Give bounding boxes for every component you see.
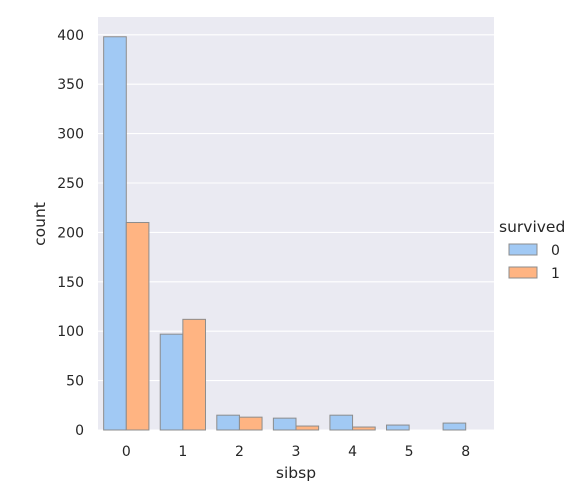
x-tick-label: 3 bbox=[292, 444, 301, 460]
bar-4-series-0 bbox=[330, 415, 353, 430]
x-tick-label: 2 bbox=[235, 444, 244, 460]
x-tick-label: 5 bbox=[405, 444, 414, 460]
legend-swatch-0 bbox=[509, 244, 537, 255]
legend: survived 0 1 bbox=[499, 218, 565, 282]
bar-5-series-0 bbox=[387, 425, 410, 430]
y-tick-label: 200 bbox=[57, 225, 84, 241]
x-tick-label: 1 bbox=[178, 444, 187, 460]
x-axis-ticks: 0 1 2 3 4 5 8 bbox=[122, 444, 470, 460]
x-tick-label: 0 bbox=[122, 444, 131, 460]
y-tick-label: 150 bbox=[57, 275, 84, 291]
bar-0-series-0 bbox=[104, 37, 127, 430]
bar-2-series-0 bbox=[217, 415, 240, 430]
legend-label-0: 0 bbox=[551, 243, 560, 259]
x-tick-label: 4 bbox=[348, 444, 357, 460]
bar-8-series-0 bbox=[443, 423, 466, 430]
plot-area bbox=[98, 17, 494, 430]
y-tick-label: 250 bbox=[57, 176, 84, 192]
y-tick-label: 400 bbox=[57, 28, 84, 44]
y-tick-label: 300 bbox=[57, 127, 84, 143]
y-axis-ticks: 0 50 100 150 200 250 300 350 400 bbox=[57, 28, 84, 439]
legend-swatch-1 bbox=[509, 267, 537, 278]
legend-label-1: 1 bbox=[551, 266, 560, 282]
bar-3-series-1 bbox=[296, 426, 319, 430]
y-tick-label: 50 bbox=[66, 374, 84, 390]
x-axis-label: sibsp bbox=[276, 464, 316, 482]
y-tick-label: 0 bbox=[75, 423, 84, 439]
bar-3-series-0 bbox=[273, 418, 296, 430]
bar-4-series-1 bbox=[353, 427, 376, 430]
y-tick-label: 100 bbox=[57, 324, 84, 340]
bar-0-series-1 bbox=[126, 223, 149, 430]
bar-1-series-0 bbox=[160, 334, 183, 430]
x-tick-label: 8 bbox=[461, 444, 470, 460]
bar-2-series-1 bbox=[239, 417, 262, 430]
legend-title: survived bbox=[499, 218, 565, 236]
y-axis-label: count bbox=[31, 202, 49, 246]
y-tick-label: 350 bbox=[57, 77, 84, 93]
bar-1-series-1 bbox=[183, 319, 206, 430]
